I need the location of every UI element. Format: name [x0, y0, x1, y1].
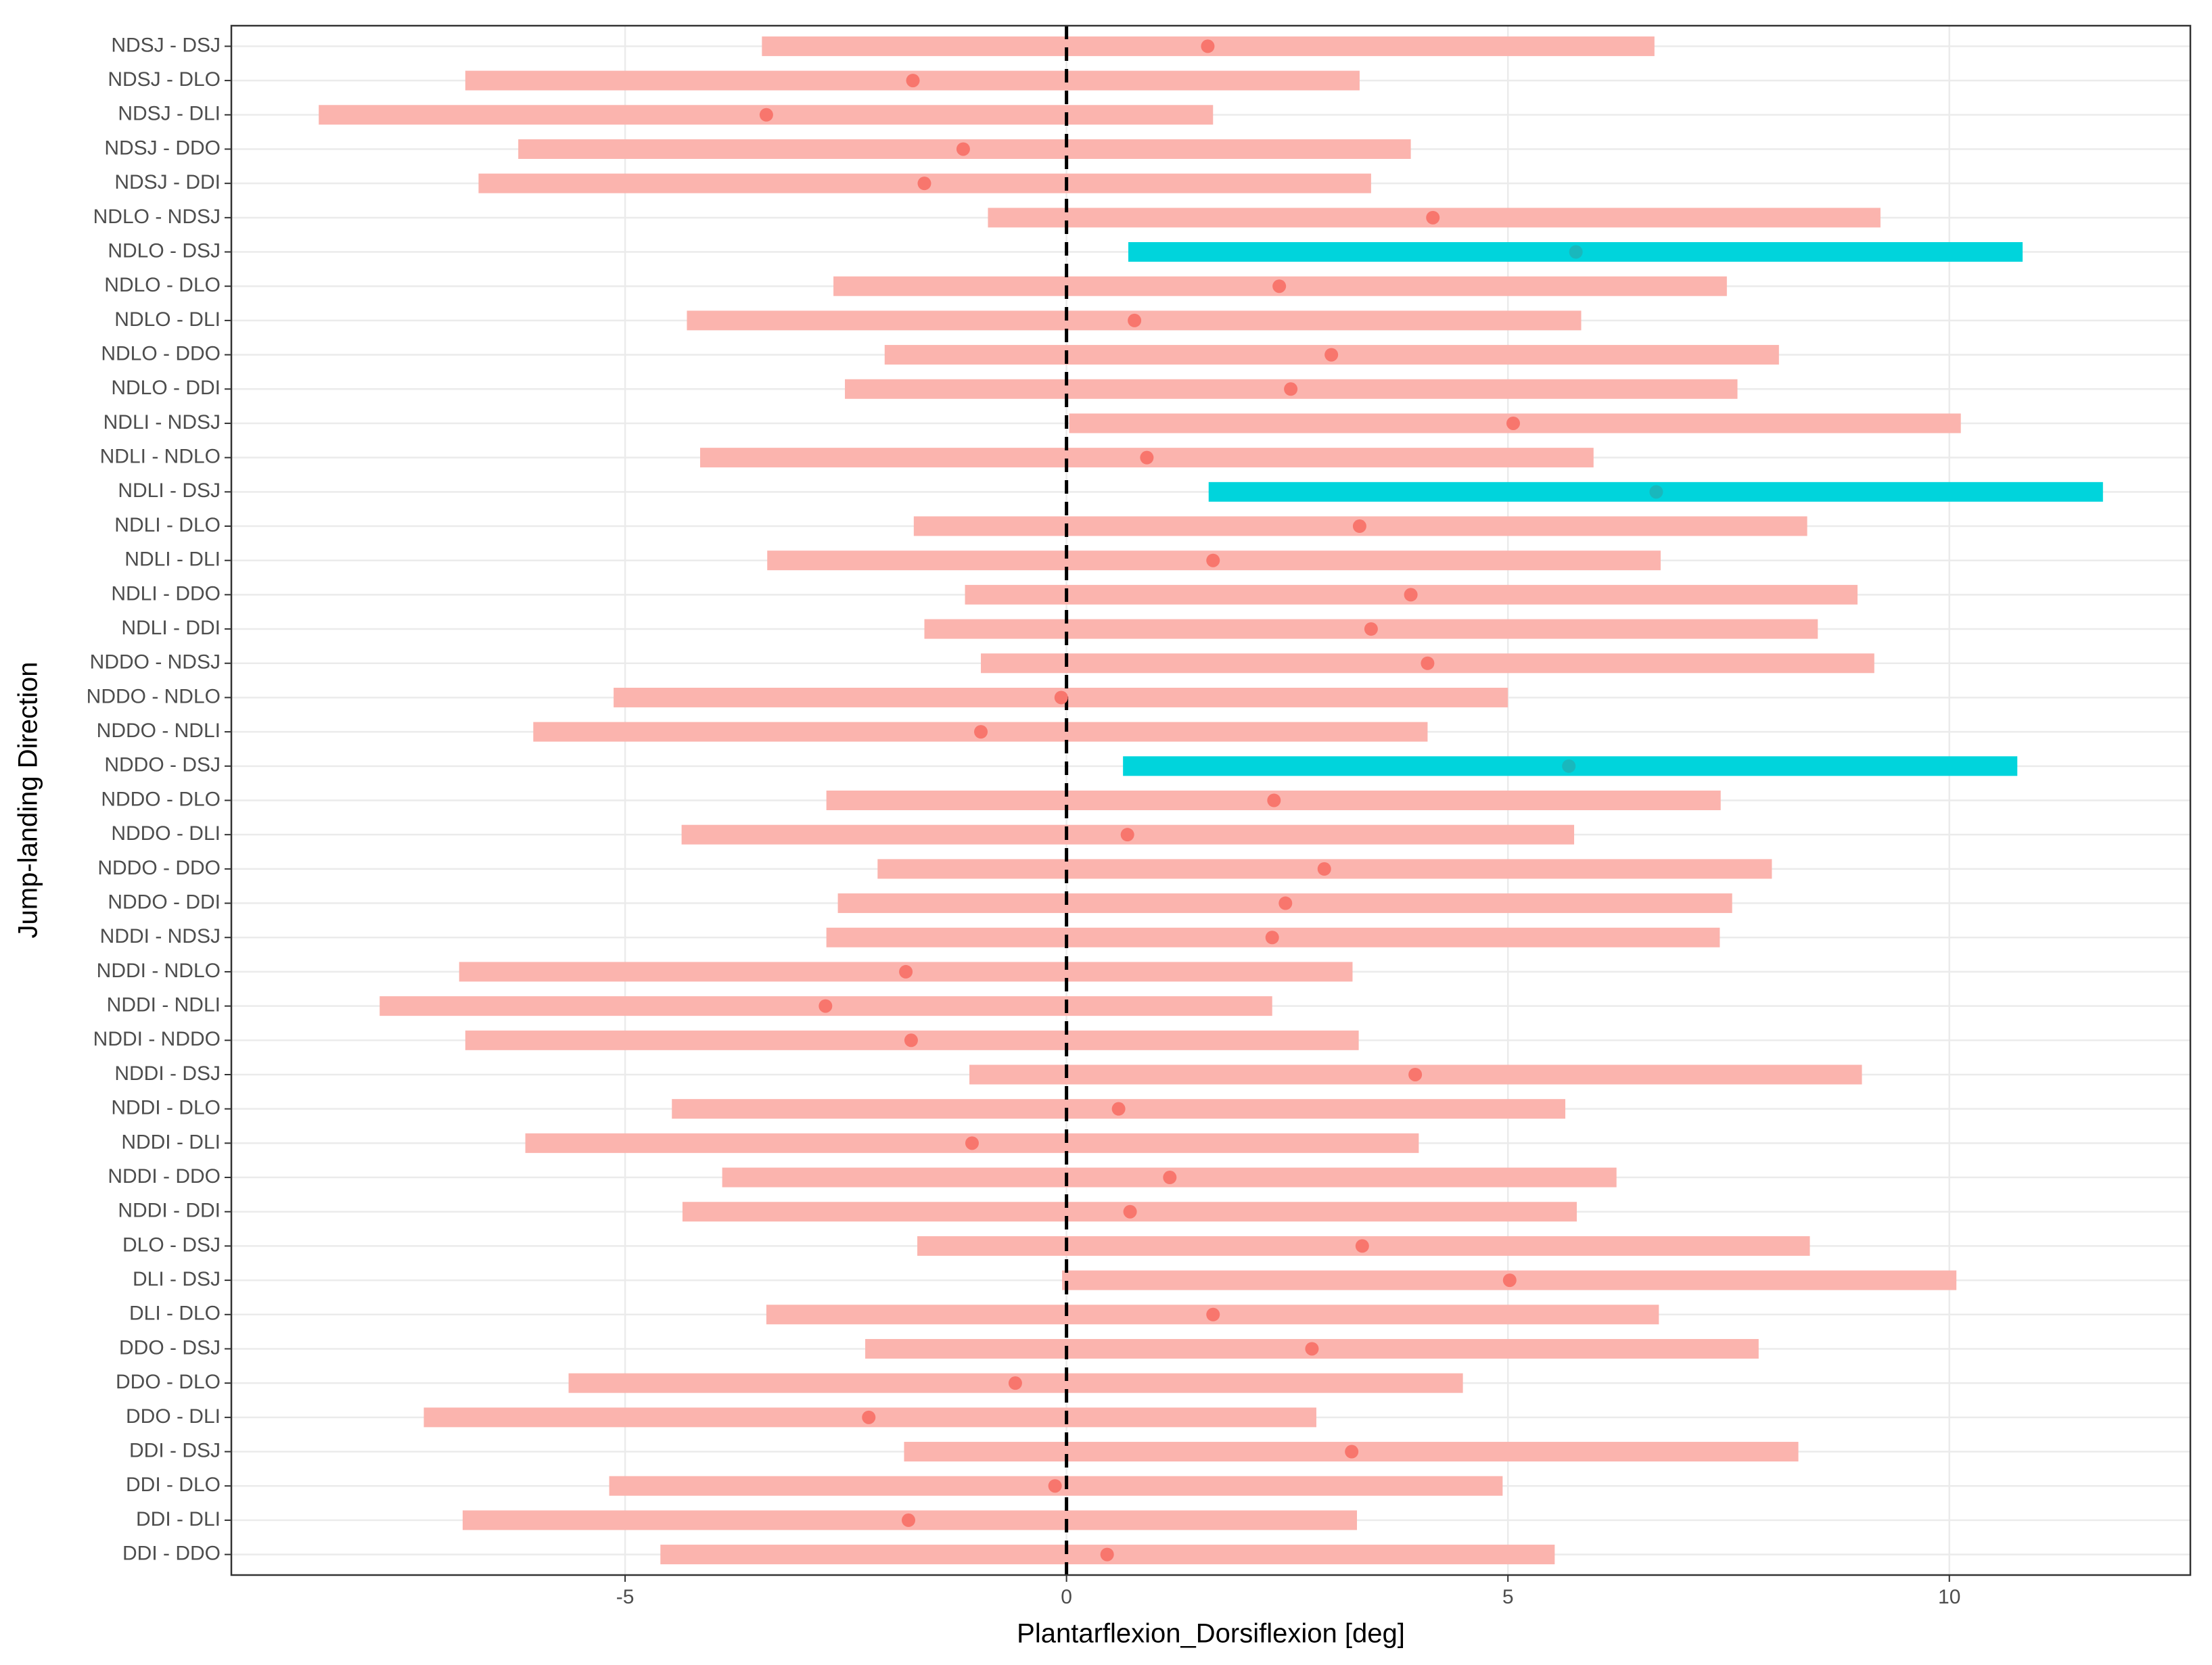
estimate-point: [1008, 1376, 1022, 1390]
estimate-point: [1649, 485, 1663, 499]
y-axis-title: Jump-landing Direction: [14, 661, 43, 938]
y-tick-label: NDLI - DLI: [124, 548, 221, 571]
estimate-point: [974, 725, 988, 739]
y-tick-label: NDLI - DDI: [121, 617, 221, 639]
x-tick-label: 5: [1502, 1586, 1514, 1608]
y-tick-label: DLI - DSJ: [133, 1268, 221, 1290]
y-tick-label: NDLO - NDSJ: [93, 206, 221, 228]
estimate-point: [1201, 39, 1215, 53]
y-tick-label: NDLO - DDI: [111, 377, 221, 399]
y-tick-label: NDSJ - DLO: [108, 68, 221, 91]
estimate-point: [1317, 862, 1331, 876]
y-tick-label: NDDO - DLI: [111, 822, 221, 845]
estimate-point: [965, 1136, 979, 1150]
estimate-point: [1305, 1342, 1319, 1356]
y-tick-label: DDI - DLI: [136, 1508, 221, 1530]
estimate-point: [1140, 450, 1154, 465]
estimate-point: [1324, 348, 1339, 362]
y-tick-label: DDO - DSJ: [119, 1336, 221, 1359]
y-tick-label: NDDO - DDO: [97, 857, 221, 879]
y-tick-label: NDDI - DLO: [111, 1097, 221, 1119]
y-tick-label: NDLI - DLO: [114, 514, 221, 536]
y-tick-label: NDDI - DSJ: [114, 1062, 221, 1085]
estimate-point: [1284, 382, 1298, 396]
y-tick-label: DDI - DDO: [122, 1543, 221, 1565]
y-tick-label: DDO - DLO: [116, 1371, 221, 1393]
y-tick-label: NDLO - DSJ: [108, 239, 221, 262]
estimate-point: [1408, 1067, 1423, 1081]
estimate-point: [1267, 793, 1281, 807]
y-tick-label: NDDI - NDLI: [107, 994, 221, 1016]
estimate-point: [1352, 519, 1366, 534]
estimate-point: [1100, 1547, 1114, 1562]
estimate-point: [1502, 1273, 1517, 1288]
estimate-point: [1120, 828, 1134, 842]
estimate-point: [1426, 210, 1440, 225]
estimate-point: [1506, 416, 1520, 430]
estimate-point: [1054, 690, 1068, 705]
estimate-point: [1111, 1102, 1126, 1116]
estimate-point: [1128, 313, 1142, 327]
y-tick-label: DDI - DSJ: [129, 1439, 221, 1461]
y-tick-label: NDDI - DDI: [118, 1200, 221, 1222]
estimate-point: [1421, 656, 1435, 670]
x-tick-label: 0: [1061, 1586, 1072, 1608]
estimate-point: [917, 177, 931, 191]
y-tick-label: NDLO - DDO: [101, 343, 221, 365]
plot-border: [230, 24, 2192, 1576]
y-tick-label: DLI - DLO: [129, 1303, 221, 1325]
y-tick-label: NDDO - DSJ: [104, 754, 221, 776]
y-tick-label: NDSJ - DLI: [118, 103, 221, 125]
estimate-point: [1163, 1171, 1177, 1185]
estimate-point: [1206, 1307, 1220, 1321]
x-tick-label: -5: [616, 1586, 635, 1608]
y-tick-label: DDI - DLO: [126, 1474, 221, 1496]
estimate-point: [1123, 1204, 1137, 1219]
y-tick-label: DLO - DSJ: [122, 1234, 221, 1256]
y-tick-label: NDDI - NDDO: [93, 1028, 221, 1050]
estimate-point: [1048, 1479, 1062, 1493]
estimate-point: [1278, 896, 1293, 910]
estimate-point: [1272, 279, 1287, 294]
y-tick-label: NDDO - DLO: [101, 788, 221, 810]
y-tick-label: NDSJ - DDI: [114, 171, 221, 193]
y-tick-label: NDSJ - DSJ: [111, 34, 221, 56]
estimate-point: [1355, 1239, 1369, 1253]
y-tick-label: NDSJ - DDO: [104, 137, 221, 159]
x-axis-title: Plantarflexion_Dorsiflexion [deg]: [1017, 1619, 1405, 1649]
estimate-point: [819, 999, 833, 1013]
y-tick-label: DDO - DLI: [126, 1405, 221, 1428]
y-tick-label: NDDO - NDLO: [87, 685, 221, 707]
y-tick-label: NDLI - NDLO: [100, 446, 221, 468]
estimate-point: [899, 964, 913, 979]
estimate-point: [759, 108, 773, 122]
y-tick-label: NDDO - DDI: [108, 891, 221, 913]
x-tick-label: 10: [1938, 1586, 1960, 1608]
y-tick-label: NDDI - NDLO: [97, 960, 221, 982]
y-tick-label: NDDO - NDLI: [97, 720, 221, 742]
y-tick-label: NDDI - NDSJ: [100, 925, 221, 947]
y-tick-label: NDLI - DSJ: [118, 479, 221, 502]
y-tick-label: NDDI - DDO: [108, 1165, 221, 1188]
y-tick-label: NDDI - DLI: [121, 1131, 221, 1153]
estimate-point: [1364, 622, 1378, 636]
estimate-point: [1569, 245, 1583, 259]
estimate-point: [1404, 588, 1418, 602]
y-tick-label: NDLI - DDO: [111, 582, 221, 605]
estimate-point: [906, 74, 920, 88]
estimate-point: [1265, 931, 1279, 945]
y-tick-label: NDDO - NDSJ: [90, 651, 221, 674]
y-tick-label: NDLI - NDSJ: [103, 411, 221, 433]
y-tick-label: NDLO - DLI: [114, 308, 221, 331]
estimate-point: [902, 1513, 916, 1527]
estimate-point: [1206, 553, 1220, 567]
estimate-point: [1562, 759, 1576, 773]
estimate-point: [862, 1410, 876, 1424]
estimate-point: [1345, 1445, 1359, 1459]
y-tick-label: NDLO - DLO: [104, 274, 221, 296]
estimate-point: [904, 1033, 918, 1048]
estimate-point: [956, 142, 970, 156]
